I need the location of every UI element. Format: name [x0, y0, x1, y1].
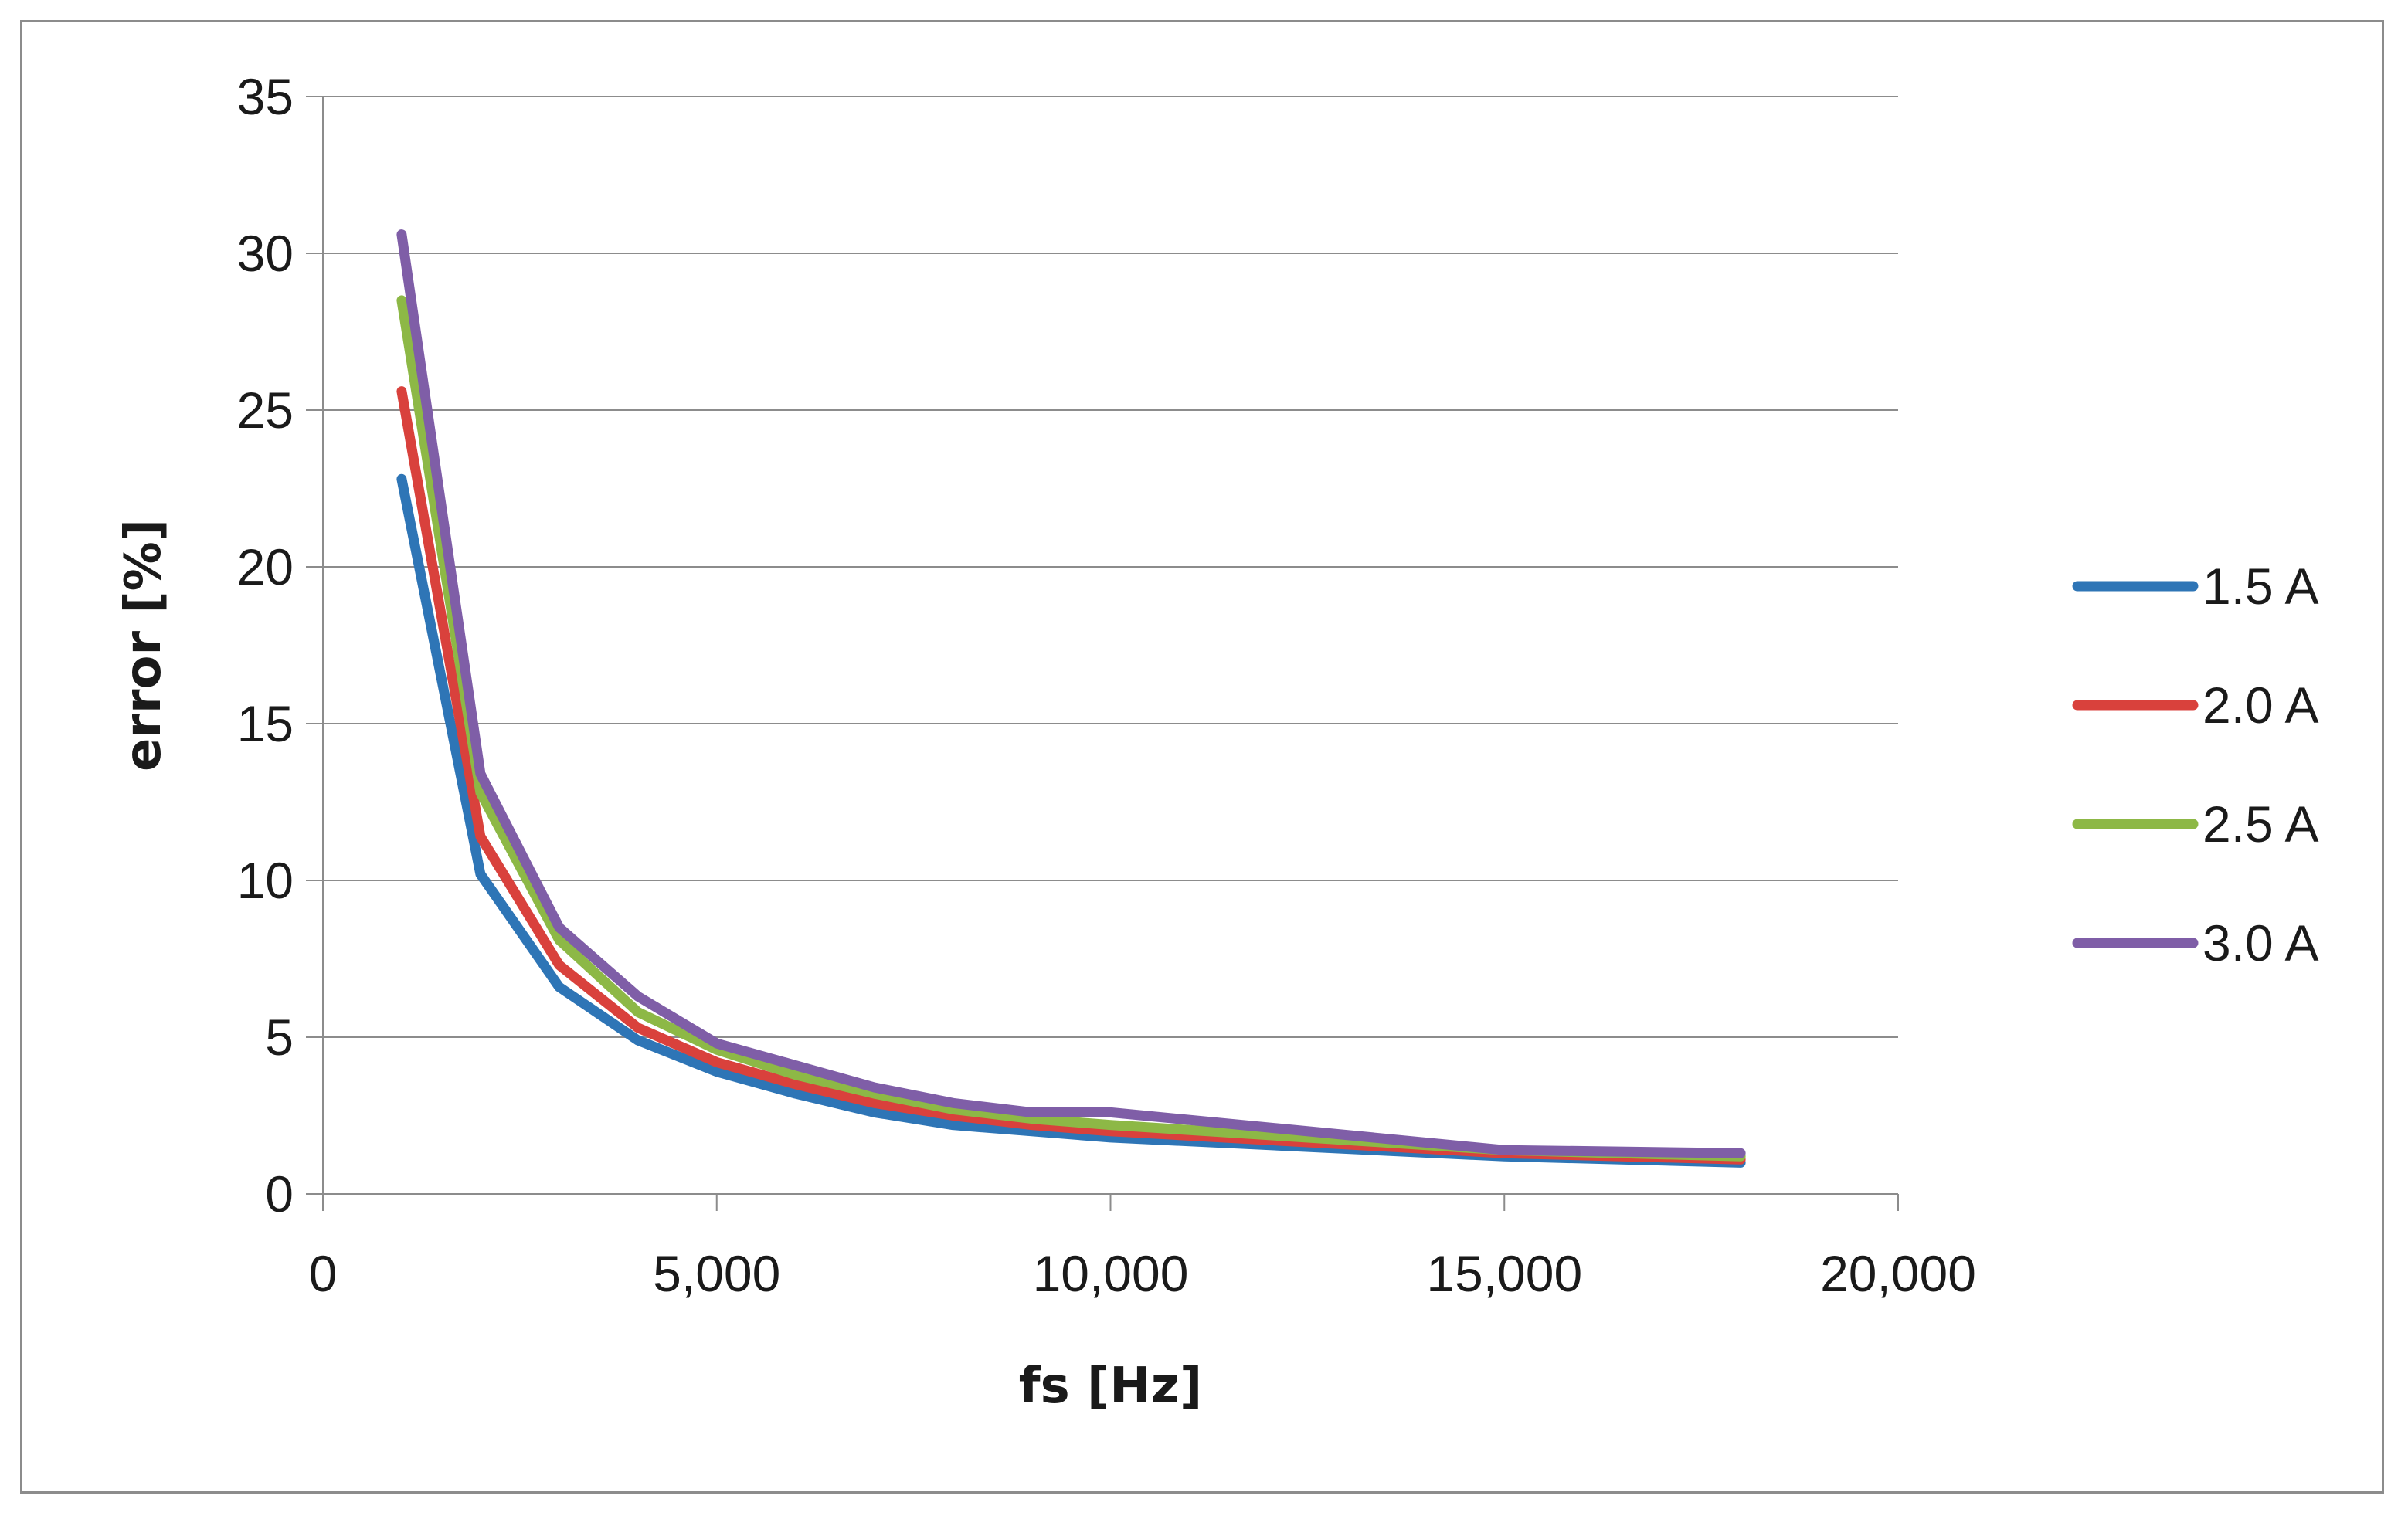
x-tick-label: 20,000 [1820, 1245, 1976, 1302]
series-line-3-0-a [396, 229, 1746, 1158]
y-tick-label: 35 [237, 68, 294, 125]
series-line-2-5-a [396, 295, 1746, 1162]
x-tick-label: 5,000 [653, 1245, 780, 1302]
series-line-1-5-a [396, 473, 1746, 1168]
y-axis-title: error [%] [115, 519, 172, 772]
y-tick-label: 30 [237, 225, 294, 282]
series-lines [396, 229, 1746, 1168]
chart-frame: 0 5 10 15 20 25 30 35 0 5,000 10,000 15,000 20,000 f… [20, 20, 2384, 1494]
y-tick-label: 5 [265, 1009, 294, 1066]
chart: 0 5 10 15 20 25 30 35 0 5,000 10,000 15,000 20,000 f… [115, 68, 2318, 1415]
legend: 1.5 A 2.0 A 2.5 A 3.0 A [2072, 558, 2318, 972]
y-tick-label: 25 [237, 382, 294, 439]
x-tick-label: 15,000 [1426, 1245, 1582, 1302]
x-tick-label: 0 [309, 1245, 338, 1302]
axes [306, 96, 1899, 1211]
series-line-2-0-a [396, 386, 1746, 1165]
x-tick-label: 10,000 [1033, 1245, 1189, 1302]
y-tick-label: 15 [237, 695, 294, 752]
x-axis-title: fs [Hz] [1019, 1358, 1203, 1415]
legend-label: 2.0 A [2203, 677, 2318, 734]
y-tick-label: 0 [265, 1165, 294, 1223]
legend-label: 3.0 A [2203, 914, 2318, 972]
tick-labels: 0 5 10 15 20 25 30 35 0 5,000 10,000 15,000 20,000 [237, 68, 1976, 1302]
y-tick-label: 20 [237, 538, 294, 595]
grid-lines [323, 96, 1898, 1038]
y-tick-label: 10 [237, 852, 294, 909]
legend-label: 2.5 A [2203, 795, 2318, 853]
legend-label: 1.5 A [2203, 558, 2318, 615]
